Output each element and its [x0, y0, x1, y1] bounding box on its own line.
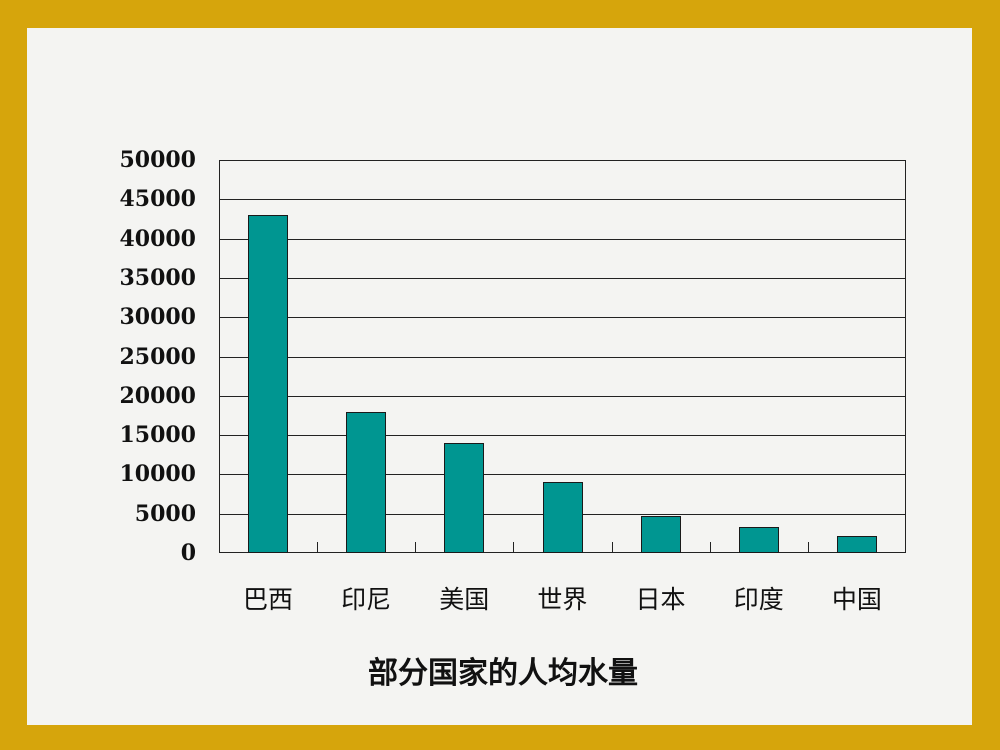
x-category-label: 中国: [831, 585, 882, 614]
x-tick-mark: [807, 542, 809, 552]
x-category-label: 巴西: [242, 585, 293, 614]
x-tick-mark: [611, 542, 613, 552]
gridline: [220, 238, 905, 240]
chart-title: 部分国家的人均水量: [368, 656, 638, 691]
bar-5: [738, 527, 779, 553]
x-category-label: 美国: [439, 585, 490, 614]
slide-background: [27, 28, 972, 725]
x-category-label: 印度: [733, 585, 784, 614]
bar-0: [248, 215, 289, 553]
gridline: [220, 395, 905, 397]
x-category-label: 日本: [635, 585, 686, 614]
x-tick-mark: [709, 542, 711, 552]
plot-area: [219, 160, 906, 553]
y-tick-label: 35000: [119, 264, 196, 291]
gridline: [220, 474, 905, 476]
x-category-label: 世界: [537, 585, 588, 614]
y-tick-label: 30000: [119, 304, 196, 331]
y-tick-label: 20000: [119, 382, 196, 409]
x-category-label: 印尼: [341, 585, 392, 614]
x-tick-mark: [513, 542, 515, 552]
gridline: [220, 199, 905, 201]
y-tick-label: 5000: [134, 500, 196, 527]
bar-3: [542, 482, 583, 553]
bar-1: [346, 411, 387, 553]
gridline: [220, 317, 905, 319]
bar-2: [444, 442, 485, 553]
y-tick-label: 50000: [119, 147, 196, 173]
x-tick-mark: [317, 542, 319, 552]
y-tick-label: 0: [180, 540, 196, 566]
y-tick-label: 10000: [119, 461, 196, 488]
gridline: [220, 435, 905, 437]
x-tick-mark: [415, 542, 417, 552]
y-tick-label: 25000: [119, 343, 196, 370]
bar-4: [640, 516, 681, 553]
y-tick-label: 45000: [119, 186, 196, 213]
y-tick-label: 40000: [119, 225, 196, 252]
bar-6: [836, 535, 877, 553]
gridline: [220, 277, 905, 279]
y-tick-label: 15000: [119, 422, 196, 449]
gridline: [220, 356, 905, 358]
